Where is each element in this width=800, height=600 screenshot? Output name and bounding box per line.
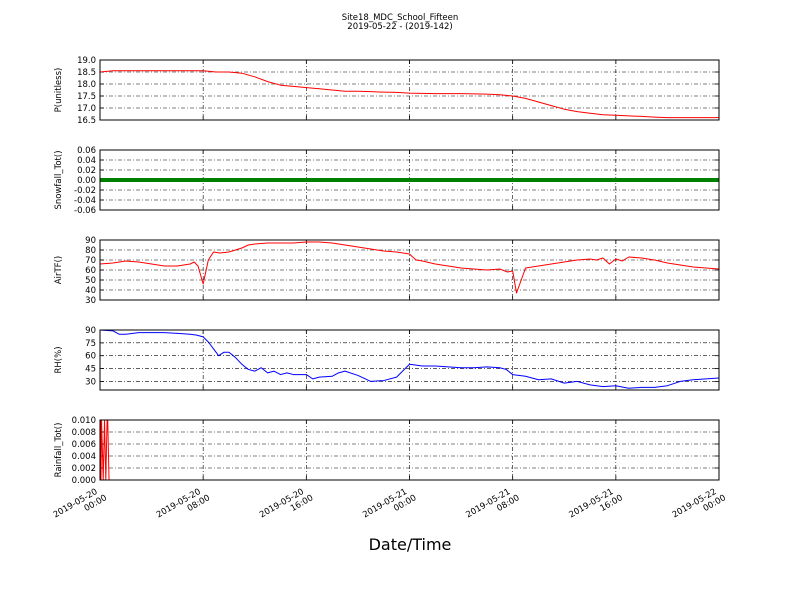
y-tick-label: 18.0 [77, 80, 96, 90]
panel-4: 0.010 0.008 0.006 0.004 0.002 0.000 Rainfall_T… [54, 416, 720, 486]
y-tick-label: 60 [85, 352, 96, 362]
y-axis-label: AirTF() [54, 256, 64, 284]
axes-frame [99, 329, 720, 391]
axes-frame [99, 239, 720, 301]
y-tick-label: -0.06 [74, 206, 96, 216]
y-tick-label: 90 [85, 236, 96, 246]
y-tick-label: 45 [85, 365, 96, 375]
y-tick-label: 60 [85, 266, 96, 276]
y-tick-label: 17.5 [77, 92, 96, 102]
chart-title: Site18_MDC_School_Fifteen [342, 13, 459, 23]
x-axis-label: Date/Time [369, 535, 452, 554]
y-tick-label: 75 [85, 339, 96, 349]
y-tick-label: 30 [85, 296, 96, 306]
y-tick-label: 0.04 [77, 156, 96, 166]
y-axis-label: Snowfall_Tot() [54, 150, 64, 209]
y-tick-label: 50 [85, 276, 96, 286]
y-tick-label: -0.02 [74, 186, 96, 196]
panel-3: 90 75 60 45 30 RH(%) [54, 326, 720, 391]
y-tick-label: 0.00 [77, 176, 96, 186]
y-tick-label: 0.006 [72, 440, 96, 450]
y-tick-label: 0.06 [77, 146, 96, 156]
y-tick-label: 0.008 [72, 428, 96, 438]
y-tick-label: 16.5 [77, 116, 96, 126]
axes-frame [99, 59, 720, 121]
y-tick-label: 0.010 [72, 416, 96, 426]
y-tick-label: 0.02 [77, 166, 96, 176]
y-tick-label: 0.002 [72, 464, 96, 474]
y-axis-label: P(unitless) [54, 68, 64, 113]
y-tick-label: 18.5 [77, 68, 96, 78]
y-tick-label: 19.0 [77, 56, 96, 66]
y-tick-label: 80 [85, 246, 96, 256]
y-tick-label: 0.004 [72, 452, 96, 462]
series-line-2-0 [99, 241, 720, 294]
axes-frame [99, 149, 720, 211]
panels: 19.018.518.017.517.016.5P(unitless)0.060… [54, 56, 720, 486]
panel-1: 0.060.040.020.00-0.02-0.04-0.06 Snowfall_… [54, 146, 720, 216]
series-line-3-0 [99, 329, 720, 389]
y-tick-label: -0.04 [74, 196, 96, 206]
y-tick-label: 40 [85, 286, 96, 296]
y-tick-label: 30 [85, 377, 96, 387]
panel-0: 19.0 18.5 18.0 17.5 17.0 16.5 P(unitless) [54, 56, 720, 126]
chart-subtitle: 2019-05-22 - (2019-142) [347, 22, 452, 32]
y-tick-label: 0.000 [72, 476, 96, 486]
series-line-0-0 [99, 70, 719, 119]
y-tick-label: 70 [85, 256, 96, 266]
y-tick-label: 17.0 [77, 104, 96, 114]
axes-frame [99, 419, 720, 481]
y-axis-label: RH(%) [54, 346, 64, 373]
y-axis-label: Rainfall_Tot() [54, 423, 64, 478]
y-tick-label: 90 [85, 326, 96, 336]
